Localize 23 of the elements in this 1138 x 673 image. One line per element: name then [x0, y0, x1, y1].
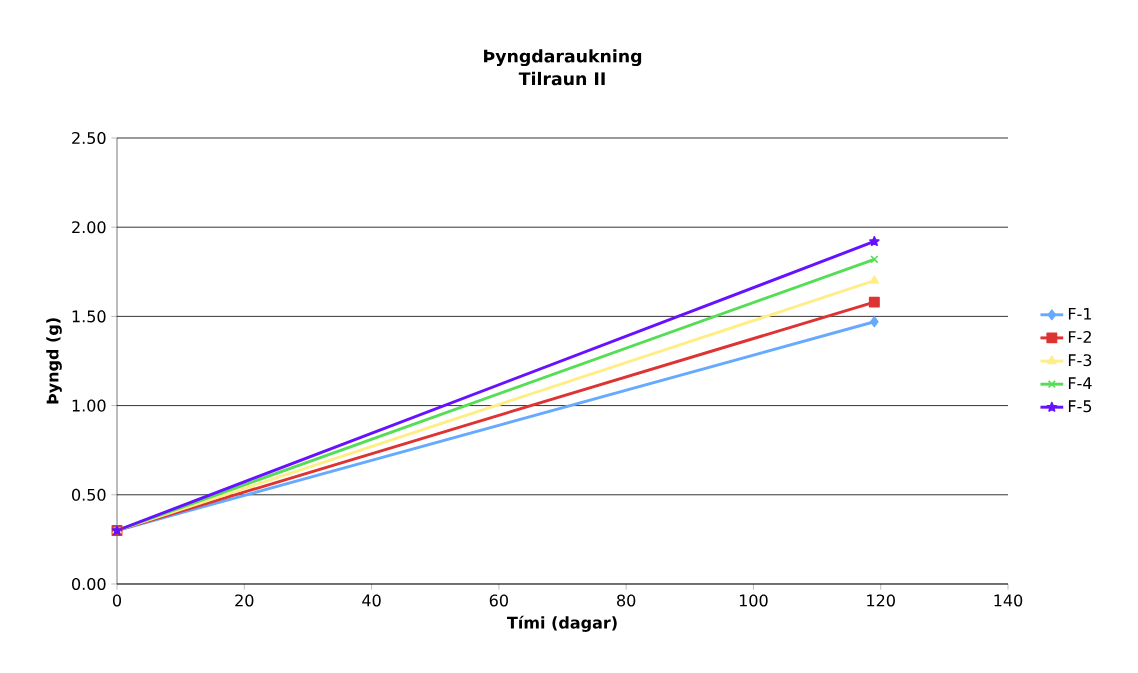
x-tick-label: 100	[739, 594, 768, 607]
y-tick-label: 2.50	[72, 131, 106, 145]
legend-label: F-5	[1068, 400, 1092, 413]
x-axis-title: Tími (dagar)	[507, 615, 617, 632]
y-tick-label: 0.00	[72, 577, 106, 591]
y-tick-label: 0.50	[72, 488, 106, 501]
x-tick-label: 40	[362, 594, 381, 607]
x-tick-label: 80	[617, 594, 636, 607]
x-tick-label: 20	[235, 594, 254, 607]
chart-subtitle: Tilraun II	[518, 71, 605, 86]
y-tick-label: 2.00	[72, 221, 106, 234]
y-tick-label: 1.00	[72, 399, 106, 412]
x-tick-label: 60	[489, 594, 508, 607]
chart-title: Þyngdaraukning	[484, 49, 642, 67]
x-tick-label: 120	[867, 594, 895, 607]
x-tick-label: 140	[994, 594, 1023, 607]
legend-label: F-2	[1068, 330, 1091, 343]
legend-label: F-4	[1068, 377, 1092, 390]
legend-label: F-1	[1068, 307, 1092, 320]
x-tick-label: 0	[112, 594, 122, 607]
y-axis-title: Þyngd (g)	[46, 318, 62, 404]
y-tick-label: 1.50	[72, 310, 106, 323]
legend-label: F-3	[1068, 354, 1092, 367]
